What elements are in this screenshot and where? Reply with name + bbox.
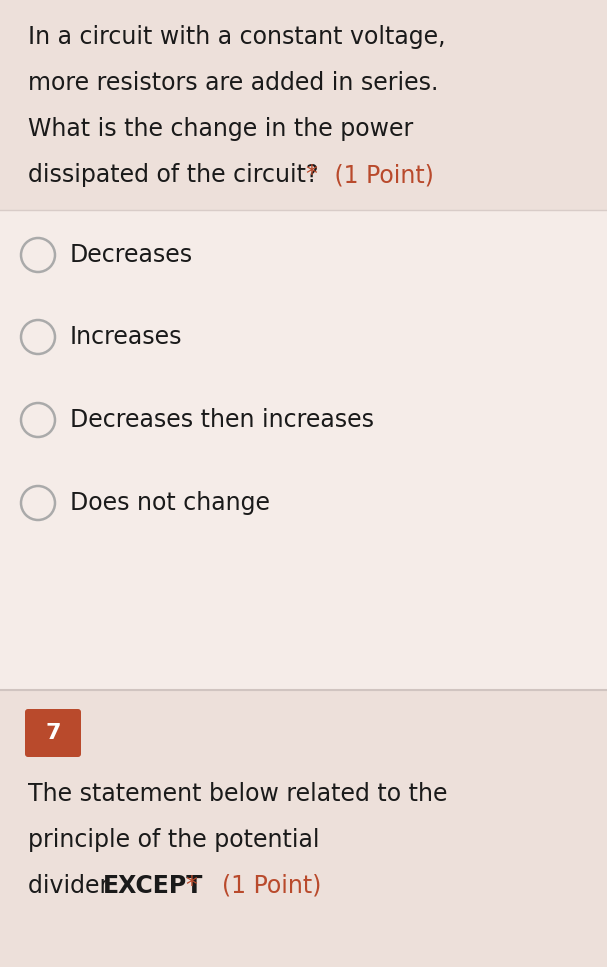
Text: Increases: Increases [70,325,183,349]
Text: In a circuit with a constant voltage,: In a circuit with a constant voltage, [28,25,446,49]
Circle shape [21,403,55,437]
Text: *: * [185,874,197,898]
Circle shape [21,320,55,354]
Text: more resistors are added in series.: more resistors are added in series. [28,71,438,95]
Circle shape [21,238,55,272]
Text: What is the change in the power: What is the change in the power [28,117,413,141]
Text: (1 Point): (1 Point) [207,874,321,898]
FancyBboxPatch shape [25,709,81,757]
Text: *: * [305,163,317,187]
FancyBboxPatch shape [0,0,607,210]
FancyBboxPatch shape [0,690,607,967]
Text: Decreases then increases: Decreases then increases [70,408,374,432]
Text: (1 Point): (1 Point) [327,163,434,187]
Text: divider: divider [28,874,117,898]
Text: The statement below related to the: The statement below related to the [28,782,447,806]
Text: Does not change: Does not change [70,491,270,515]
Text: EXCEPT: EXCEPT [103,874,203,898]
Text: 7: 7 [46,723,61,743]
Text: dissipated of the circuit?: dissipated of the circuit? [28,163,319,187]
Text: principle of the potential: principle of the potential [28,828,319,852]
Text: Decreases: Decreases [70,243,193,267]
Circle shape [21,486,55,520]
